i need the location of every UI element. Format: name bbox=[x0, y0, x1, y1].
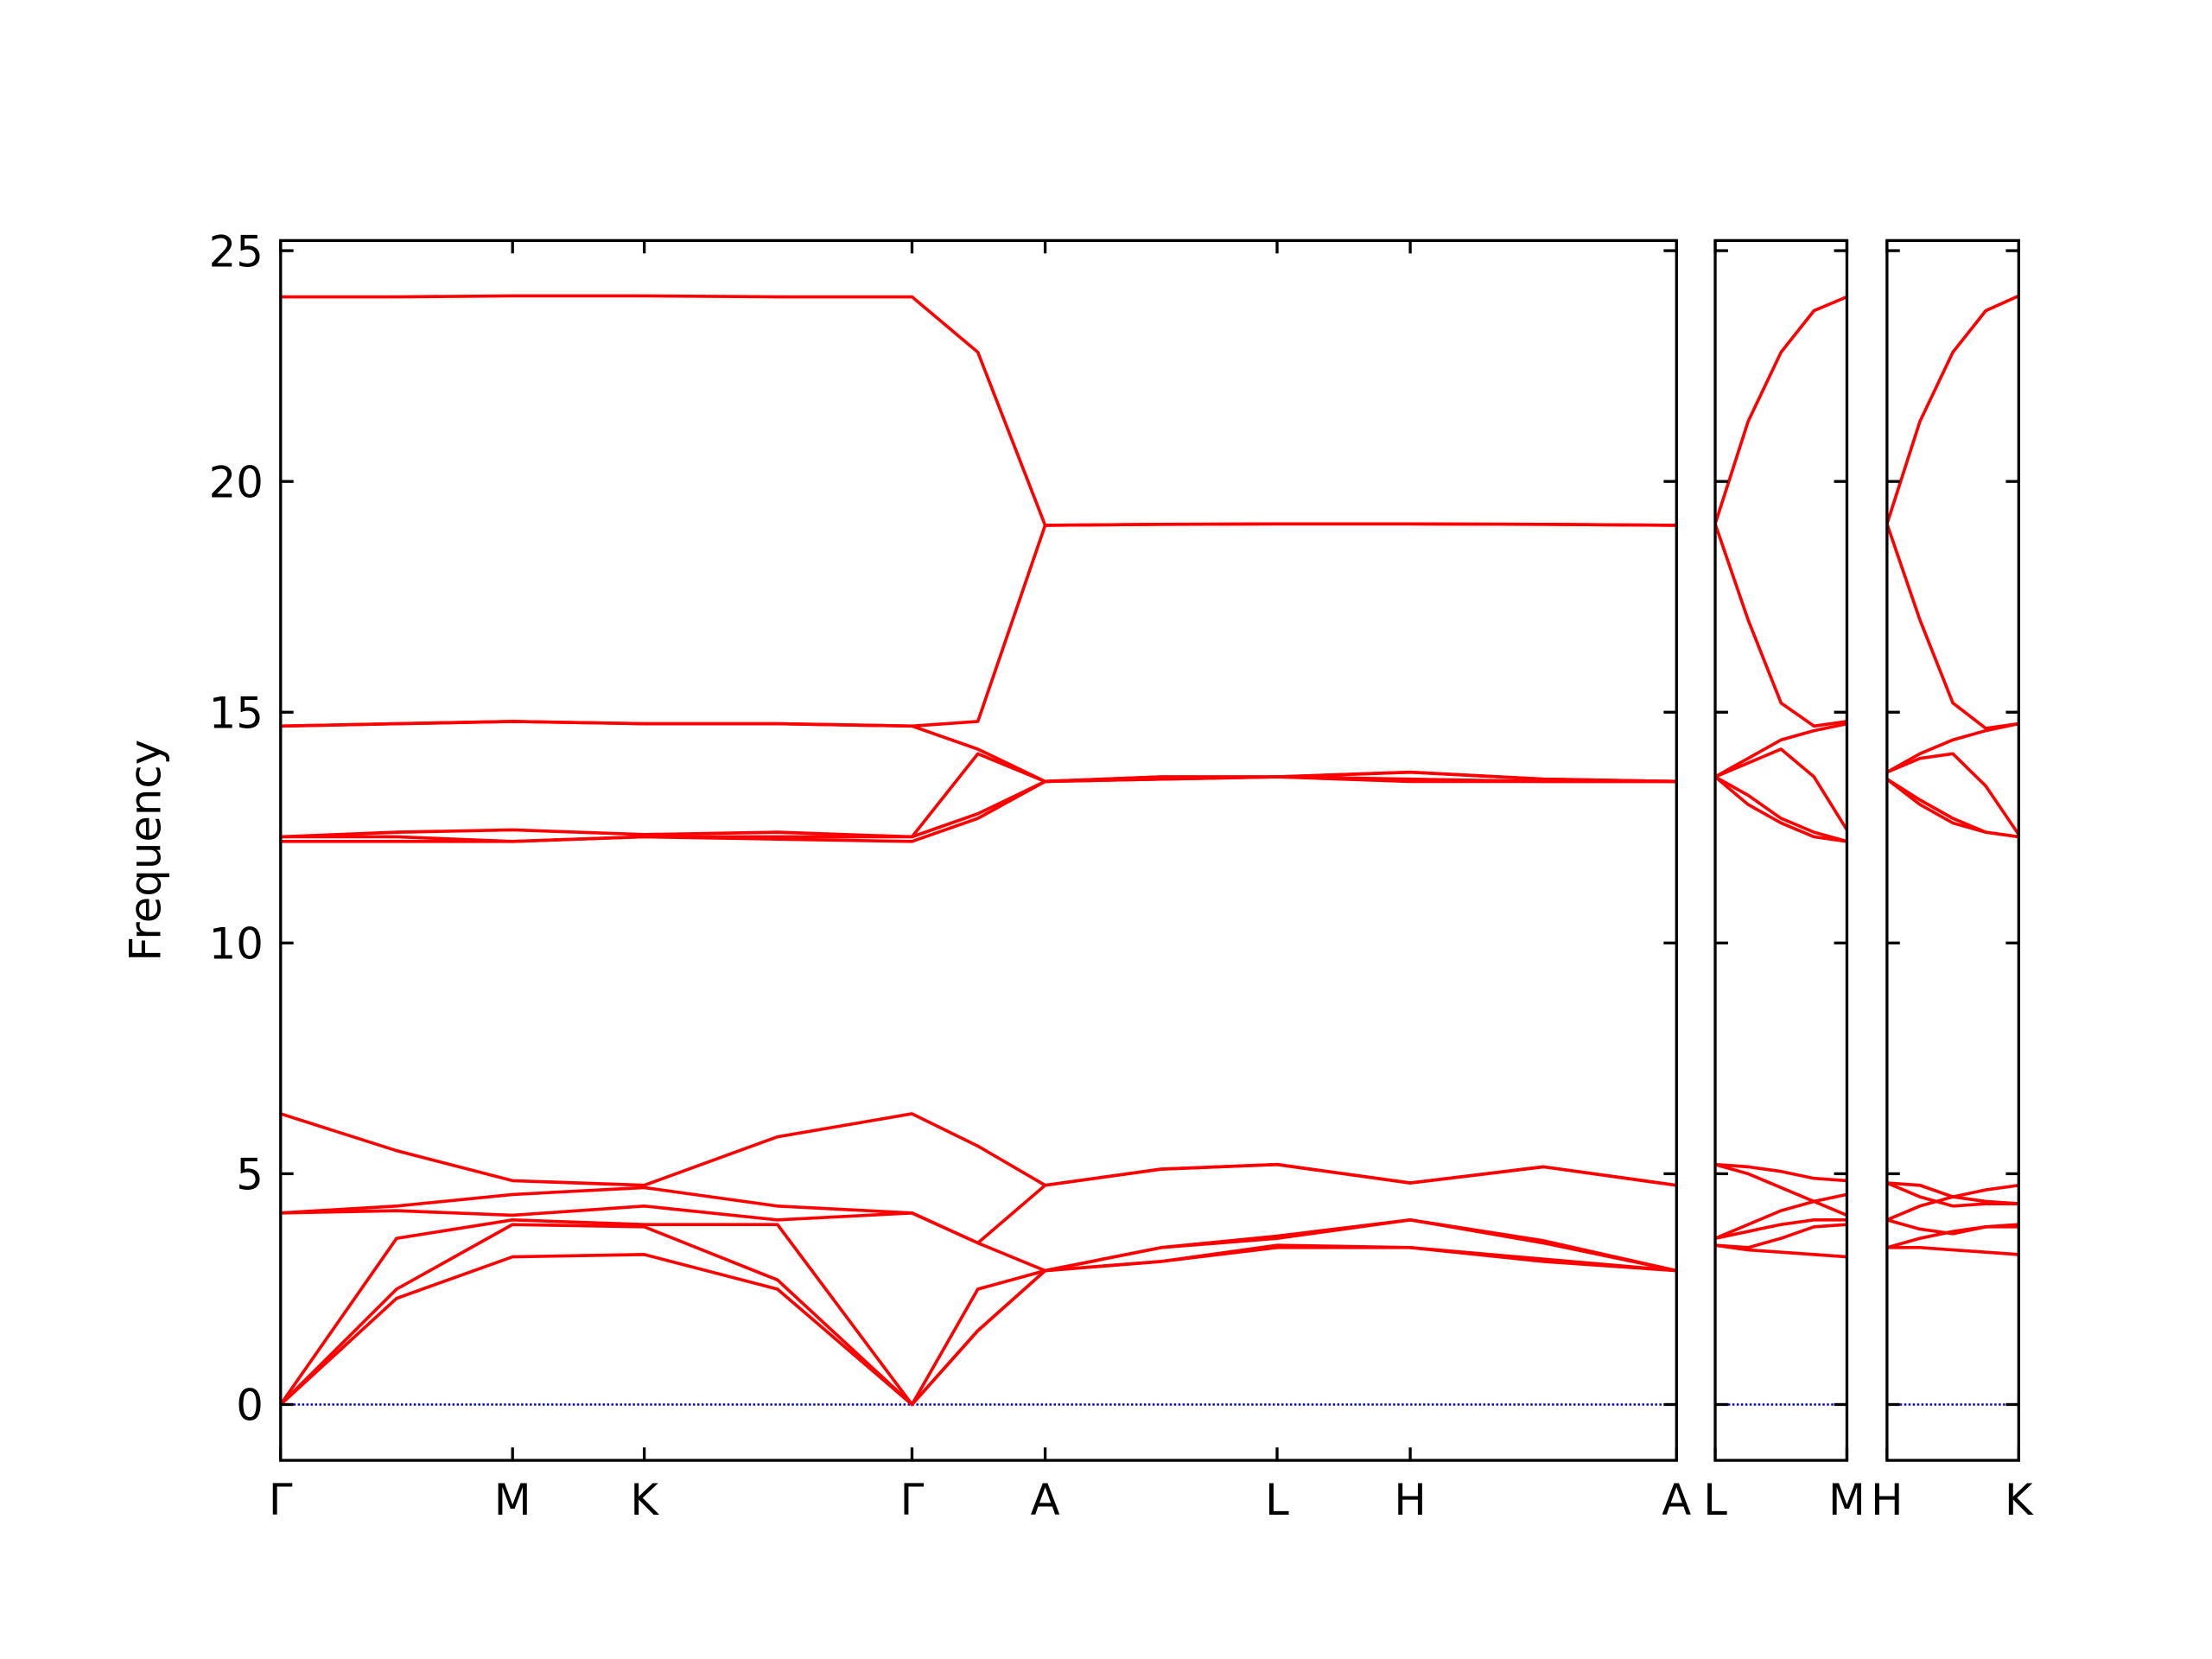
band-line bbox=[280, 720, 1677, 784]
band-line bbox=[280, 775, 1677, 843]
band-line bbox=[280, 522, 1677, 728]
band-line bbox=[1886, 523, 2019, 730]
y-tick-label: 20 bbox=[209, 457, 264, 507]
band-line bbox=[1715, 523, 1847, 728]
band-line bbox=[1715, 1199, 1847, 1240]
band-line bbox=[280, 1217, 1677, 1407]
band-line bbox=[1715, 775, 1847, 843]
band-line bbox=[1886, 752, 2019, 836]
y-axis-label: Frequency bbox=[121, 740, 171, 962]
y-tick-label: 15 bbox=[209, 688, 264, 738]
band-line bbox=[280, 1112, 1677, 1187]
band-line bbox=[1886, 1246, 2019, 1256]
x-tick-label: M bbox=[1828, 1475, 1866, 1525]
plot-frame bbox=[1713, 238, 1849, 1462]
band-line bbox=[280, 1246, 1677, 1407]
band-line bbox=[1886, 1218, 2019, 1236]
band-line bbox=[280, 752, 1677, 839]
band-line bbox=[1715, 775, 1847, 843]
x-tick-label: Γ bbox=[269, 1475, 293, 1525]
band-line bbox=[1715, 1162, 1847, 1183]
band-line bbox=[1886, 294, 2019, 524]
x-tick-label: L bbox=[1265, 1475, 1289, 1525]
x-tick-label: M bbox=[494, 1475, 531, 1525]
x-tick-label: Γ bbox=[900, 1475, 925, 1525]
band-line bbox=[1886, 1181, 2019, 1208]
band-line bbox=[1715, 747, 1847, 831]
band-line bbox=[1886, 1181, 2019, 1198]
x-tick-label: L bbox=[1703, 1475, 1727, 1525]
band-line bbox=[1715, 295, 1847, 524]
y-tick-label: 25 bbox=[209, 226, 264, 276]
x-tick-label: K bbox=[2005, 1475, 2034, 1525]
y-tick-label: 0 bbox=[236, 1381, 264, 1431]
x-tick-label: A bbox=[1662, 1475, 1691, 1525]
x-tick-label: K bbox=[630, 1475, 659, 1525]
band-line bbox=[1715, 1217, 1847, 1240]
band-line bbox=[280, 1223, 1677, 1407]
band-line bbox=[1715, 721, 1847, 779]
band-line bbox=[1886, 1195, 2019, 1222]
x-tick-label: H bbox=[1871, 1475, 1903, 1525]
band-line bbox=[1715, 1162, 1847, 1204]
band-line bbox=[280, 294, 1677, 527]
band-line bbox=[1886, 778, 2019, 839]
x-tick-label: H bbox=[1394, 1475, 1426, 1525]
y-tick-label: 5 bbox=[236, 1150, 264, 1200]
band-line bbox=[1886, 1224, 2019, 1249]
band-line bbox=[1715, 1223, 1847, 1249]
x-tick-label: A bbox=[1031, 1475, 1060, 1525]
plot-frame bbox=[1885, 238, 2020, 1462]
y-tick-label: 10 bbox=[209, 919, 264, 969]
plot-frame bbox=[279, 238, 1678, 1462]
